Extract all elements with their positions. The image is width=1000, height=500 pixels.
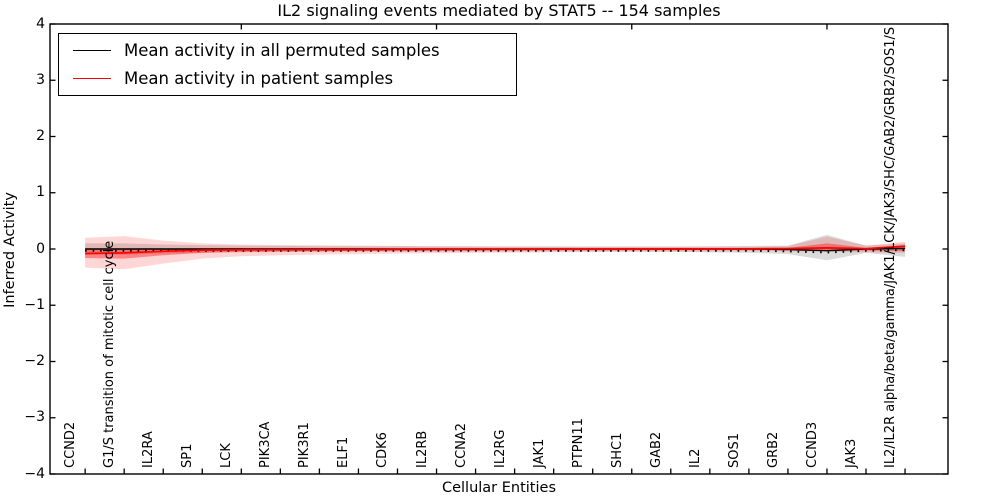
y-tick-label: −2	[24, 353, 45, 369]
x-tick-label: SHC1	[609, 432, 625, 468]
legend-label: Mean activity in patient samples	[124, 69, 394, 89]
legend-line-sample-red	[73, 78, 111, 80]
x-tick-label: IL2RB	[414, 430, 430, 468]
x-tick-label: JAK1	[531, 438, 547, 468]
y-tick-label: 1	[36, 184, 45, 201]
x-tick-label: ELF1	[336, 436, 352, 468]
x-tick-label: GRB2	[765, 431, 781, 468]
x-tick-label: JAK3	[844, 438, 859, 468]
y-tick-label: −1	[24, 296, 45, 313]
band-patient-samples-outer-range	[85, 236, 906, 270]
x-tick-label: IL2/IL2R alpha/beta/gamma/JAK1/LCK/JAK3/…	[883, 26, 899, 468]
x-tick-label: CDK6	[375, 432, 391, 468]
x-tick-label: GAB2	[648, 431, 664, 468]
x-tick-label: PIK3R1	[297, 422, 313, 468]
x-tick-label: G1/S transition of mitotic cell cycle	[102, 240, 118, 468]
x-tick-label: PTPN11	[570, 418, 586, 468]
legend-label: Mean activity in all permuted samples	[124, 40, 440, 60]
x-tick-label: IL2RA	[141, 431, 157, 468]
y-tick-label: 4	[36, 15, 45, 32]
x-tick-label: PIK3CA	[258, 421, 274, 468]
y-tick-label: 0	[36, 240, 45, 257]
legend: Mean activity in all permuted samples Me…	[58, 33, 517, 96]
chart-title: IL2 signaling events mediated by STAT5 -…	[277, 1, 721, 20]
x-tick-label: LCK	[219, 443, 235, 468]
x-tick-label: IL2RG	[492, 429, 508, 468]
y-tick-label: 2	[36, 128, 45, 144]
x-tick-label: CCND3	[804, 421, 820, 468]
x-tick-label: CCNA2	[453, 422, 469, 468]
x-tick-label: SOS1	[726, 432, 742, 468]
legend-line-sample-black	[73, 49, 111, 51]
x-tick-label: CCND2	[63, 421, 79, 468]
band-permuted-samples-range	[85, 234, 906, 261]
legend-entry-permuted: Mean activity in all permuted samples	[59, 41, 516, 60]
series-line-patient	[85, 245, 906, 255]
y-tick-label: −3	[24, 409, 45, 426]
x-tick-label: SP1	[180, 443, 196, 468]
y-tick-label: 3	[36, 71, 45, 88]
legend-entry-patient: Mean activity in patient samples	[59, 69, 516, 88]
series-markers-permuted	[85, 249, 906, 254]
x-axis-title: Cellular Entities	[441, 480, 557, 496]
y-tick-label: −4	[24, 465, 45, 482]
band-patient-samples-inner-range	[85, 243, 906, 259]
x-tick-label: IL2	[687, 448, 703, 468]
